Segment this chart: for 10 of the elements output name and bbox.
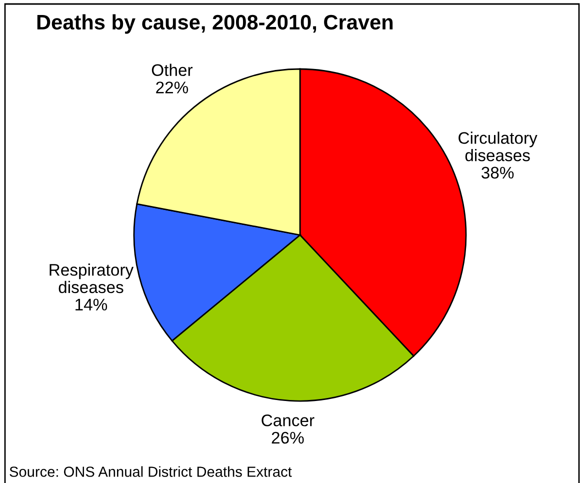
- data-label: 22%: [156, 82, 188, 94]
- data-label: 26%: [272, 432, 304, 444]
- data-label: 14%: [76, 298, 108, 310]
- slice-label: Circulatory diseases: [458, 132, 538, 162]
- source-note: Source: ONS Annual District Deaths Extract: [10, 466, 292, 477]
- data-label: 38%: [482, 166, 514, 179]
- chart-title: Deaths by cause, 2008-2010, Craven: [37, 14, 393, 34]
- slice-label: Respiratory diseases: [50, 264, 134, 294]
- slice-label: Cancer: [262, 414, 314, 426]
- slice-label: Other: [152, 64, 193, 76]
